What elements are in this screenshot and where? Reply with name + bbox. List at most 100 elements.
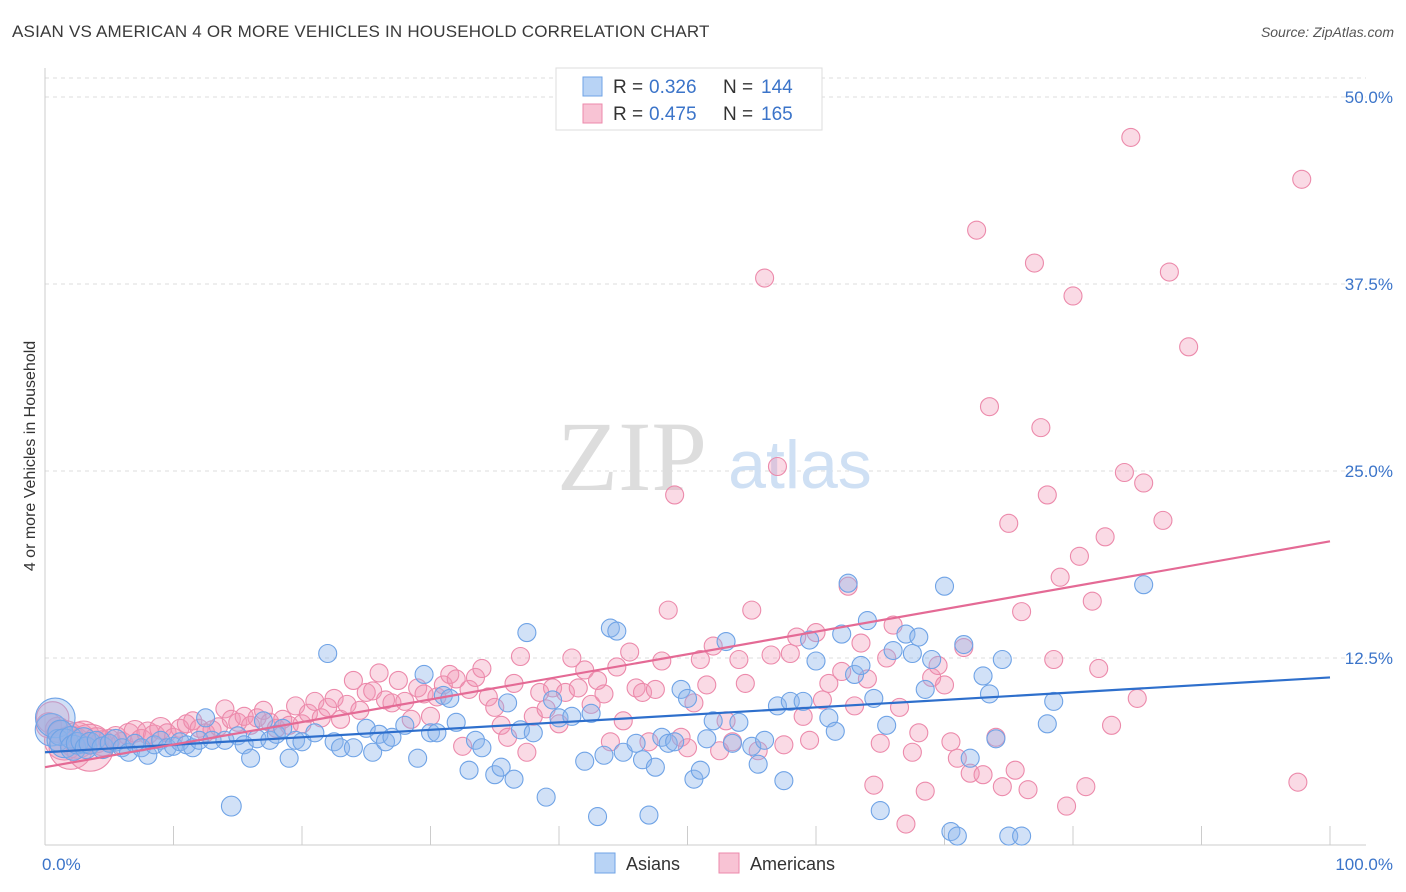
point-asians xyxy=(491,757,511,777)
point-asians xyxy=(960,748,980,768)
point-asians xyxy=(196,708,216,728)
point-asians xyxy=(748,754,768,774)
point-americans xyxy=(562,648,582,668)
point-asians xyxy=(722,733,743,753)
point-americans xyxy=(594,684,614,704)
point-americans xyxy=(1005,760,1025,780)
point-asians xyxy=(883,640,903,661)
point-americans xyxy=(343,670,363,690)
point-asians xyxy=(877,715,897,735)
legend-r-value-asians: 0.326 xyxy=(649,77,697,98)
point-asians xyxy=(440,688,460,708)
watermark: ZIP atlas xyxy=(557,401,872,512)
point-asians xyxy=(992,649,1012,670)
point-americans xyxy=(870,733,890,753)
point-asians xyxy=(607,621,627,641)
point-americans xyxy=(1179,337,1199,357)
point-asians xyxy=(343,738,363,758)
point-americans xyxy=(690,649,710,670)
point-americans xyxy=(1102,715,1122,735)
point-asians xyxy=(536,787,556,807)
point-americans xyxy=(767,456,788,477)
point-americans xyxy=(1012,602,1032,622)
point-americans xyxy=(1069,546,1089,566)
point-americans xyxy=(1121,127,1141,147)
point-asians xyxy=(408,748,428,768)
point-asians xyxy=(915,679,935,699)
watermark-atlas: atlas xyxy=(728,427,872,503)
point-asians xyxy=(363,742,383,762)
point-asians xyxy=(825,721,845,741)
legend-swatch-asians xyxy=(582,76,603,97)
point-asians xyxy=(665,732,685,752)
point-americans xyxy=(568,678,588,698)
point-asians xyxy=(472,738,492,758)
point-americans xyxy=(742,600,762,620)
point-americans xyxy=(896,814,916,834)
point-asians xyxy=(774,771,794,791)
point-asians xyxy=(1044,691,1064,711)
point-americans xyxy=(1044,649,1064,670)
point-americans xyxy=(697,675,717,695)
point-americans xyxy=(851,633,871,653)
chart-title: ASIAN VS AMERICAN 4 OR MORE VEHICLES IN … xyxy=(12,22,710,41)
point-americans xyxy=(613,711,633,731)
point-americans xyxy=(735,673,755,693)
trend-lines xyxy=(44,540,1331,769)
point-americans xyxy=(1153,510,1173,530)
y-tick-label: 50.0% xyxy=(1345,88,1393,107)
point-asians xyxy=(504,769,524,789)
bottom-legend: Asians Americans xyxy=(594,852,835,874)
legend-swatch-americans xyxy=(582,103,603,124)
point-asians xyxy=(922,649,942,670)
point-asians xyxy=(587,807,608,827)
point-americans xyxy=(755,268,775,288)
legend-n-label-asians: N = xyxy=(723,77,753,98)
trend-line-americans xyxy=(44,540,1331,769)
point-asians xyxy=(986,729,1006,749)
point-americans xyxy=(1095,527,1115,547)
point-americans xyxy=(298,703,318,723)
point-asians xyxy=(594,745,614,765)
point-asians xyxy=(909,627,929,647)
point-americans xyxy=(877,648,897,668)
point-americans xyxy=(780,643,800,664)
point-asians xyxy=(485,765,505,785)
point-americans xyxy=(356,682,376,702)
point-americans xyxy=(819,673,839,693)
point-asians xyxy=(934,576,955,596)
point-americans xyxy=(478,687,498,707)
point-asians xyxy=(979,684,1000,704)
y-tick-label: 12.5% xyxy=(1345,649,1393,668)
point-americans xyxy=(472,658,492,679)
point-asians xyxy=(220,795,242,817)
point-asians xyxy=(793,691,813,711)
y-tick-label: 37.5% xyxy=(1345,275,1393,294)
point-americans xyxy=(253,700,274,720)
point-americans xyxy=(1114,462,1134,483)
point-asians xyxy=(581,703,601,723)
legend-r-label-asians: R = xyxy=(613,77,643,98)
point-asians xyxy=(279,748,299,768)
point-americans xyxy=(420,706,441,726)
series-asians-points xyxy=(34,573,1154,846)
point-americans xyxy=(388,670,408,690)
point-americans xyxy=(215,699,235,719)
point-asians xyxy=(517,623,537,643)
legend-r-value-americans: 0.475 xyxy=(649,104,697,125)
point-americans xyxy=(1134,473,1154,493)
bottom-legend-label-americans: Americans xyxy=(750,854,835,874)
point-americans xyxy=(761,645,781,665)
point-americans xyxy=(1063,286,1083,306)
point-asians xyxy=(459,760,479,780)
point-asians xyxy=(755,730,775,750)
point-americans xyxy=(729,649,749,670)
point-asians xyxy=(543,690,563,710)
point-asians xyxy=(703,711,723,731)
point-asians xyxy=(639,805,659,825)
point-americans xyxy=(1127,688,1147,708)
x-tick-label: 100.0% xyxy=(1335,855,1393,874)
watermark-zip: ZIP xyxy=(557,401,707,512)
point-asians xyxy=(1012,826,1032,846)
tick-labels: 12.5% 25.0% 37.5% 50.0% 0.0% 100.0% xyxy=(42,88,1393,874)
